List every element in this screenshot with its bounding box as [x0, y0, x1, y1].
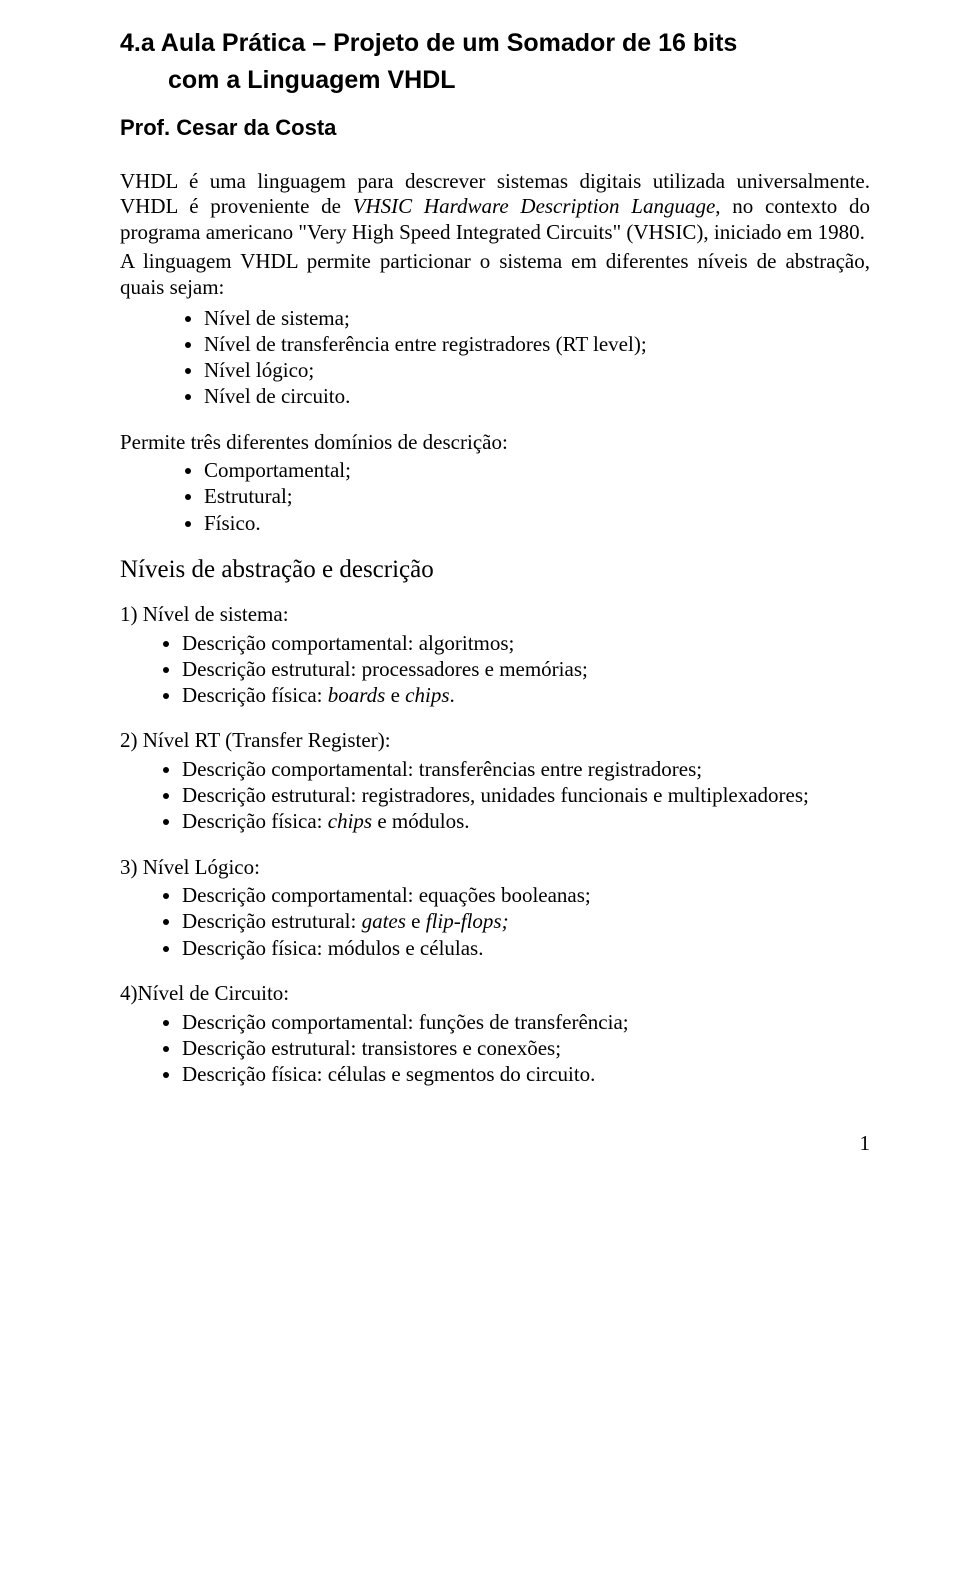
list-item: Descrição estrutural: registradores, uni…	[182, 782, 870, 808]
intro-paragraph-1: VHDL é uma linguagem para descrever sist…	[120, 169, 870, 246]
doc-title-line1: 4.a Aula Prática – Projeto de um Somador…	[120, 28, 870, 59]
list-item: Nível lógico;	[204, 357, 870, 383]
level-4: 4)Nível de Circuito: Descrição comportam…	[120, 981, 870, 1087]
li-em2: chips	[405, 683, 449, 707]
domains-block: Permite três diferentes domínios de desc…	[120, 430, 870, 536]
domains-lead: Permite três diferentes domínios de desc…	[120, 430, 870, 456]
li-pre: Descrição estrutural:	[182, 909, 362, 933]
list-item: Nível de circuito.	[204, 383, 870, 409]
author-name: Prof. Cesar da Costa	[120, 115, 870, 141]
level-2: 2) Nível RT (Transfer Register): Descriç…	[120, 728, 870, 834]
li-em: boards	[328, 683, 386, 707]
li-pre: Descrição física:	[182, 809, 328, 833]
domains-bullets: Comportamental; Estrutural; Físico.	[120, 457, 870, 536]
level-lead: 4)Nível de Circuito:	[120, 981, 870, 1007]
level-1: 1) Nível de sistema: Descrição comportam…	[120, 602, 870, 708]
li-pre: Descrição física:	[182, 683, 328, 707]
intro-block: VHDL é uma linguagem para descrever sist…	[120, 169, 870, 410]
list-item: Descrição física: boards e chips.	[182, 682, 870, 708]
list-item: Nível de sistema;	[204, 305, 870, 331]
page-content: 4.a Aula Prática – Projeto de um Somador…	[0, 0, 960, 1196]
level-lead: 2) Nível RT (Transfer Register):	[120, 728, 870, 754]
intro-bullets: Nível de sistema; Nível de transferência…	[120, 305, 870, 410]
li-mid: e módulos.	[372, 809, 469, 833]
li-em: chips	[328, 809, 372, 833]
level-3: 3) Nível Lógico: Descrição comportamenta…	[120, 855, 870, 961]
intro-paragraph-2: A linguagem VHDL permite particionar o s…	[120, 249, 870, 300]
list-item: Descrição comportamental: equações boole…	[182, 882, 870, 908]
doc-title-line2: com a Linguagem VHDL	[168, 65, 870, 96]
level-bullets: Descrição comportamental: algoritmos; De…	[120, 630, 870, 709]
li-em: gates	[362, 909, 406, 933]
list-item: Descrição estrutural: gates e flip-flops…	[182, 908, 870, 934]
list-item: Descrição comportamental: funções de tra…	[182, 1009, 870, 1035]
list-item: Descrição estrutural: processadores e me…	[182, 656, 870, 682]
level-bullets: Descrição comportamental: funções de tra…	[120, 1009, 870, 1088]
list-item: Descrição física: células e segmentos do…	[182, 1061, 870, 1087]
level-bullets: Descrição comportamental: equações boole…	[120, 882, 870, 961]
li-em2: flip-flops;	[426, 909, 509, 933]
level-lead: 3) Nível Lógico:	[120, 855, 870, 881]
section-heading: Níveis de abstração e descrição	[120, 556, 870, 584]
list-item: Descrição comportamental: algoritmos;	[182, 630, 870, 656]
list-item: Físico.	[204, 510, 870, 536]
list-item: Descrição estrutural: transistores e con…	[182, 1035, 870, 1061]
list-item: Descrição física: chips e módulos.	[182, 808, 870, 834]
level-bullets: Descrição comportamental: transferências…	[120, 756, 870, 835]
list-item: Descrição comportamental: transferências…	[182, 756, 870, 782]
li-mid: e	[385, 683, 405, 707]
list-item: Nível de transferência entre registrador…	[204, 331, 870, 357]
list-item: Descrição física: módulos e células.	[182, 935, 870, 961]
li-mid: e	[406, 909, 426, 933]
li-post: .	[450, 683, 455, 707]
list-item: Estrutural;	[204, 483, 870, 509]
page-number: 1	[120, 1131, 870, 1156]
intro-p1-em: VHSIC Hardware Description Language	[353, 194, 716, 218]
level-lead: 1) Nível de sistema:	[120, 602, 870, 628]
list-item: Comportamental;	[204, 457, 870, 483]
